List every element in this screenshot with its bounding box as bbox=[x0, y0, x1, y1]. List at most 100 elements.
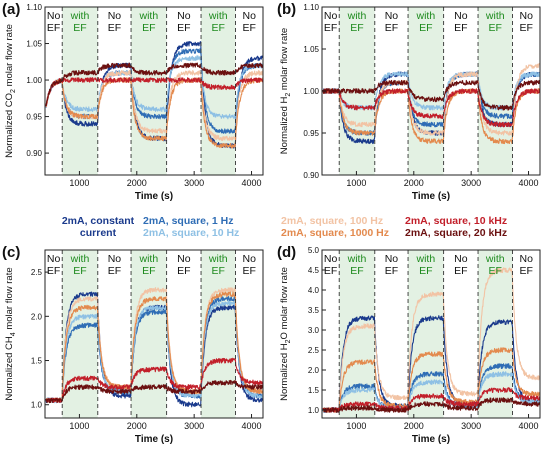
region-label: EF bbox=[212, 265, 225, 277]
x-tick-label: 2000 bbox=[127, 178, 147, 188]
region-label: No bbox=[177, 253, 191, 265]
region-label: EF bbox=[454, 22, 467, 34]
region-label: EF bbox=[520, 265, 533, 277]
y-tick-label: 1.10 bbox=[26, 3, 42, 12]
region-label: No bbox=[177, 10, 191, 22]
region-label: No bbox=[520, 10, 534, 22]
x-tick-label: 1000 bbox=[346, 421, 366, 431]
y-tick-label: 0.90 bbox=[26, 149, 42, 158]
x-axis-label: Time (s) bbox=[135, 434, 173, 445]
legend-label-100hz: 2mA, square, 100 Hz bbox=[281, 215, 384, 227]
x-tick-label: 1000 bbox=[69, 178, 89, 188]
x-tick-label: 4000 bbox=[519, 421, 539, 431]
region-label: with bbox=[70, 253, 90, 265]
region-label: EF bbox=[243, 265, 256, 277]
series-line bbox=[45, 62, 263, 107]
series-line bbox=[45, 357, 263, 404]
legend-item-1hz: 2mA, square, 1 Hz bbox=[143, 215, 233, 227]
region-label: EF bbox=[489, 265, 502, 277]
y-tick-label: 1.00 bbox=[26, 76, 42, 85]
series-line bbox=[322, 79, 540, 111]
legend-label-1hz: 2mA, square, 1 Hz bbox=[143, 215, 234, 227]
x-tick-label: 3000 bbox=[184, 421, 204, 431]
series-line bbox=[322, 397, 540, 413]
region-label: with bbox=[485, 10, 505, 22]
region-label: No bbox=[243, 10, 257, 22]
region-label: with bbox=[415, 10, 435, 22]
y-tick-label: 1.5 bbox=[308, 386, 320, 395]
series-group bbox=[45, 40, 263, 149]
y-tick-label: 3.5 bbox=[308, 306, 320, 315]
x-tick-label: 4000 bbox=[242, 178, 262, 188]
y-tick-label: 4.0 bbox=[308, 286, 320, 295]
with-ef-region bbox=[62, 7, 98, 175]
region-label: EF bbox=[142, 22, 155, 34]
with-ef-region bbox=[201, 250, 236, 418]
legend-item-10hz: 2mA, square, 10 Hz bbox=[143, 227, 239, 239]
region-label: EF bbox=[324, 22, 337, 34]
region-label: No bbox=[324, 253, 338, 265]
series-line bbox=[322, 88, 540, 145]
series-line bbox=[45, 77, 263, 149]
region-label: with bbox=[347, 10, 367, 22]
series-line bbox=[322, 387, 540, 413]
legend-label-20khz: 2mA, square, 20 kHz bbox=[405, 227, 508, 239]
x-tick-label: 2000 bbox=[127, 421, 147, 431]
region-label: EF bbox=[454, 265, 467, 277]
y-tick-label: 4.5 bbox=[308, 266, 320, 275]
region-label: EF bbox=[47, 22, 60, 34]
region-label: with bbox=[138, 10, 158, 22]
with-ef-region bbox=[478, 7, 513, 175]
with-ef-region bbox=[131, 7, 167, 175]
region-label: EF bbox=[350, 265, 363, 277]
y-axis-label: Normalized CO2 molar flow rate bbox=[4, 24, 17, 158]
plot-frame bbox=[321, 249, 541, 419]
region-label: No bbox=[47, 10, 61, 22]
region-label: EF bbox=[177, 265, 190, 277]
series-line bbox=[45, 300, 263, 404]
region-label: with bbox=[485, 253, 505, 265]
region-label: with bbox=[208, 10, 228, 22]
region-label: EF bbox=[520, 22, 533, 34]
series-line bbox=[45, 291, 263, 404]
region-label: No bbox=[454, 10, 468, 22]
legend-item-1000hz: 2mA, square, 1000 Hz bbox=[281, 227, 389, 239]
region-label: EF bbox=[108, 22, 121, 34]
y-tick-label: 1.5 bbox=[31, 357, 43, 366]
region-label: No bbox=[385, 10, 399, 22]
y-tick-label: 1.10 bbox=[303, 3, 319, 12]
region-label: EF bbox=[243, 22, 256, 34]
legend-item-10khz: 2mA, square, 10 kHz bbox=[405, 215, 507, 227]
region-label: No bbox=[520, 253, 534, 265]
region-label: No bbox=[454, 253, 468, 265]
region-label: No bbox=[108, 10, 122, 22]
series-line bbox=[45, 379, 263, 404]
legend-label-constant-line1: 2mA, constant bbox=[61, 215, 135, 227]
y-tick-label: 1.00 bbox=[303, 87, 319, 96]
region-label: No bbox=[324, 10, 338, 22]
region-label: with bbox=[208, 253, 228, 265]
series-group bbox=[45, 287, 263, 408]
y-axis-label: Normalized CH4 molar flow rate bbox=[4, 267, 17, 400]
y-tick-label: 1.05 bbox=[26, 40, 42, 49]
y-axis-label: Normalized H2O molar flow rate bbox=[279, 267, 292, 401]
region-label: No bbox=[385, 253, 399, 265]
region-label: EF bbox=[142, 265, 155, 277]
x-tick-label: 1000 bbox=[69, 421, 89, 431]
legend-item-constant: 2mA, constant current bbox=[58, 215, 138, 239]
y-axis-label: Normalized H2 molar flow rate bbox=[279, 28, 292, 154]
region-label: EF bbox=[73, 22, 86, 34]
series-line bbox=[45, 77, 263, 107]
panel-letter: (b) bbox=[277, 1, 296, 18]
series-line bbox=[45, 69, 263, 142]
series-line bbox=[322, 371, 540, 413]
y-tick-label: 2.0 bbox=[31, 312, 43, 321]
x-tick-label: 1000 bbox=[346, 178, 366, 188]
panel-letter: (c) bbox=[2, 244, 20, 261]
y-tick-label: 0.95 bbox=[303, 129, 319, 138]
plot-frame bbox=[44, 6, 264, 176]
series-group bbox=[322, 267, 540, 413]
